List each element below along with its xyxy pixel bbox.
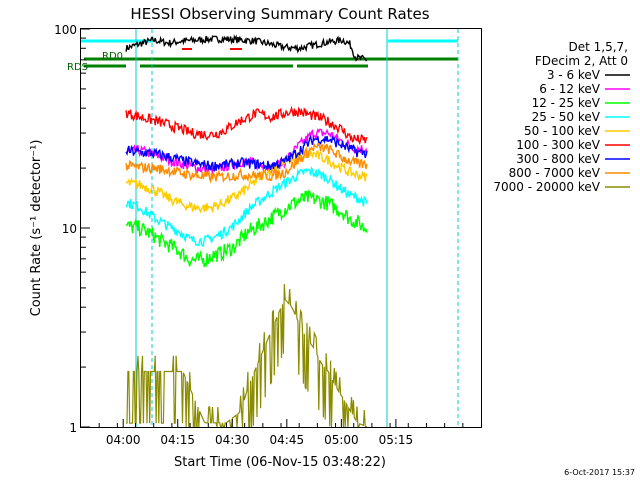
legend-label-0: 3 - 6 keV <box>547 68 601 82</box>
legend-label-3: 25 - 50 keV <box>532 110 601 124</box>
legend-label-8: 7000 - 20000 keV <box>493 180 600 194</box>
annotation-rd0: RD0 <box>102 51 123 62</box>
plot-layer <box>80 29 459 428</box>
x-axis-label: Start Time (06-Nov-15 03:48:22) <box>174 455 386 470</box>
y-axis-label: Count Rate (s⁻¹ detector⁻¹) <box>29 140 44 317</box>
series-line-5 <box>125 105 368 146</box>
x-tick-label-0: 04:00 <box>106 433 141 447</box>
legend-label-6: 300 - 800 keV <box>516 152 600 166</box>
annotation-rds: RDS <box>67 62 88 73</box>
series-line-2 <box>125 189 368 268</box>
y-tick-label-1: 10 <box>62 222 77 236</box>
x-tick-label-1: 04:15 <box>160 433 195 447</box>
y-tick-label-0: 1 <box>69 421 77 435</box>
legend-label-7: 800 - 7000 keV <box>509 166 601 180</box>
series-line-7 <box>125 142 368 185</box>
x-tick-label-3: 04:45 <box>270 433 305 447</box>
plot-frame <box>80 28 482 428</box>
x-tick-label-5: 05:15 <box>379 433 414 447</box>
x-tick-label-2: 04:30 <box>215 433 250 447</box>
series-line-8 <box>126 284 368 428</box>
series-line-4 <box>125 148 368 214</box>
legend-label-1: 6 - 12 keV <box>539 82 601 96</box>
footer-date: 6-Oct-2017 15:37 <box>564 468 635 477</box>
legend-label-2: 12 - 25 keV <box>532 96 601 110</box>
y-tick-label-2: 100 <box>54 23 77 37</box>
legend-label-4: 50 - 100 keV <box>524 124 601 138</box>
x-tick-label-4: 05:00 <box>324 433 359 447</box>
chart-title: HESSI Observing Summary Count Rates <box>130 5 429 23</box>
series-line-3 <box>125 166 368 247</box>
legend-label-5: 100 - 300 keV <box>516 138 600 152</box>
series-line-6 <box>125 134 368 172</box>
y-axis: 1 10 100 <box>54 23 90 435</box>
legend-header-line-2: FDecim 2, Att 0 <box>535 54 628 68</box>
legend-header-line-1: Det 1,5,7, <box>569 40 629 54</box>
x-axis: 04:00 04:15 04:30 04:45 05:00 05:15 <box>98 419 464 447</box>
series-line-0 <box>125 34 368 62</box>
